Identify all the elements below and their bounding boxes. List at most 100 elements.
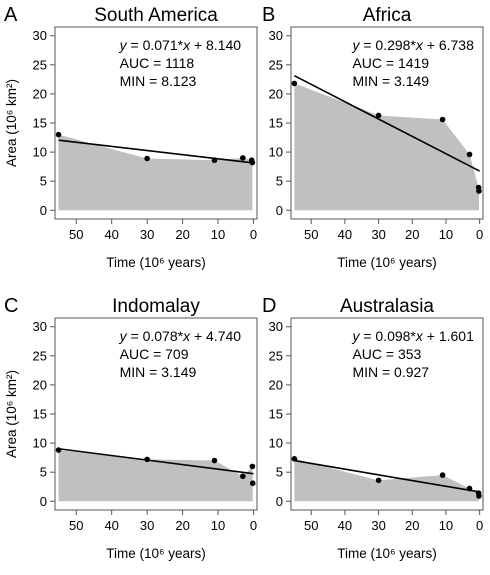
x-tick-label: 10	[211, 518, 225, 533]
x-tick-label: 10	[439, 518, 453, 533]
x-tick-label: 0	[250, 518, 257, 533]
data-point	[240, 155, 246, 161]
equation-var-y: y	[351, 37, 360, 53]
x-axis-label: Time (10⁶ years)	[106, 255, 206, 270]
equation-var-y: y	[351, 328, 360, 344]
area-shading	[58, 450, 253, 502]
data-point	[476, 188, 482, 194]
y-tick-label: 5	[276, 174, 283, 189]
x-tick-label: 50	[69, 518, 83, 533]
x-tick-label: 40	[338, 518, 352, 533]
y-tick-label: 0	[40, 203, 47, 218]
equation-var-x: x	[182, 37, 191, 53]
data-point	[476, 493, 482, 499]
x-tick-label: 10	[211, 227, 225, 242]
y-tick-label: 30	[269, 319, 283, 334]
panel-title: Australasia	[340, 296, 434, 317]
y-tick-label: 0	[276, 494, 283, 509]
equation-var-x: x	[182, 328, 191, 344]
panel-letter: C	[4, 295, 18, 317]
x-tick-label: 30	[140, 227, 154, 242]
equation-var-y: y	[119, 328, 128, 344]
y-tick-label: 30	[33, 28, 47, 43]
x-tick-label: 40	[104, 227, 118, 242]
min-value: MIN = 0.927	[352, 364, 429, 380]
panel-d: 0 5 10 15 20 25 30 50 40 30 20 10 0 Time (10⁶ years) D…	[262, 295, 484, 561]
y-tick-label: 15	[269, 407, 283, 422]
equation-intercept: + 6.738	[423, 37, 474, 53]
y-tick-label: 10	[269, 145, 283, 160]
fit-line	[294, 459, 480, 493]
fit-line	[58, 447, 254, 475]
x-axis-label: Time (10⁶ years)	[337, 255, 437, 270]
fit-equation: y = 0.078*x + 4.740	[119, 328, 242, 344]
x-tick-label: 50	[69, 227, 83, 242]
x-tick-label: 0	[476, 518, 483, 533]
x-tick-label: 30	[371, 518, 385, 533]
auc-value: AUC = 709	[120, 346, 189, 362]
equation-intercept: + 1.601	[423, 328, 474, 344]
panel-letter: D	[262, 295, 276, 317]
y-tick-label: 20	[269, 377, 283, 392]
x-tick-label: 40	[104, 518, 118, 533]
panel-b: 0 5 10 15 20 25 30 50 40 30 20 10 0 Time (10⁶ years) B…	[262, 4, 484, 270]
x-tick-label: 30	[140, 518, 154, 533]
x-tick-label: 0	[250, 227, 257, 242]
y-tick-label: 5	[40, 174, 47, 189]
data-point	[375, 477, 382, 484]
fit-line	[294, 74, 480, 172]
y-axis-label: Area (10⁶ km²)	[4, 370, 19, 458]
y-tick-label: 5	[40, 465, 47, 480]
data-point	[375, 112, 382, 119]
data-point	[439, 116, 446, 123]
equation-intercept: + 4.740	[190, 328, 241, 344]
x-axis-label: Time (10⁶ years)	[337, 546, 437, 561]
x-tick-label: 20	[405, 227, 419, 242]
y-tick-label: 5	[276, 465, 283, 480]
equation-coefficient: = 0.078*	[127, 328, 184, 344]
auc-value: AUC = 1118	[120, 55, 195, 71]
fit-equation: y = 0.298*x + 6.738	[351, 37, 474, 53]
data-point	[249, 159, 256, 166]
panel-title: Africa	[363, 5, 412, 26]
equation-var-x: x	[415, 328, 424, 344]
fit-line	[58, 139, 254, 164]
x-tick-label: 30	[371, 227, 385, 242]
y-tick-label: 20	[33, 377, 47, 392]
data-point	[55, 131, 62, 138]
x-tick-label: 10	[439, 227, 453, 242]
fit-equation: y = 0.098*x + 1.601	[351, 328, 474, 344]
y-tick-label: 25	[33, 348, 47, 363]
data-point	[291, 456, 298, 462]
y-tick-label: 20	[269, 86, 283, 101]
panel-letter: B	[262, 4, 275, 26]
auc-value: AUC = 353	[352, 346, 421, 362]
area-shading	[294, 83, 479, 211]
y-tick-label: 0	[276, 203, 283, 218]
panel-title: Indomalay	[112, 296, 200, 317]
data-point	[211, 157, 218, 164]
fit-equation: y = 0.071*x + 8.140	[119, 37, 242, 53]
y-tick-label: 15	[269, 116, 283, 131]
y-tick-label: 0	[40, 494, 47, 509]
x-tick-label: 50	[304, 518, 318, 533]
panel-a: 0 5 10 15 20 25 30 50 40 30 20 10 0 Time (10⁶ years) A…	[4, 4, 258, 270]
x-tick-label: 20	[405, 518, 419, 533]
data-point	[144, 456, 150, 463]
min-value: MIN = 3.149	[120, 364, 197, 380]
x-tick-label: 20	[175, 518, 189, 533]
y-tick-label: 30	[269, 28, 283, 43]
x-tick-label: 50	[304, 227, 318, 242]
data-point	[211, 457, 218, 464]
panel-c: 0 5 10 15 20 25 30 50 40 30 20 10 0 Time (10⁶ years) A…	[4, 295, 258, 561]
data-point	[439, 472, 446, 478]
equation-coefficient: = 0.071*	[127, 37, 184, 53]
data-point	[466, 151, 473, 158]
equation-coefficient: = 0.298*	[359, 37, 416, 53]
y-tick-label: 10	[33, 145, 47, 160]
y-axis-label: Area (10⁶ km²)	[4, 79, 19, 167]
x-axis-label: Time (10⁶ years)	[106, 546, 206, 561]
min-value: MIN = 8.123	[120, 73, 197, 89]
